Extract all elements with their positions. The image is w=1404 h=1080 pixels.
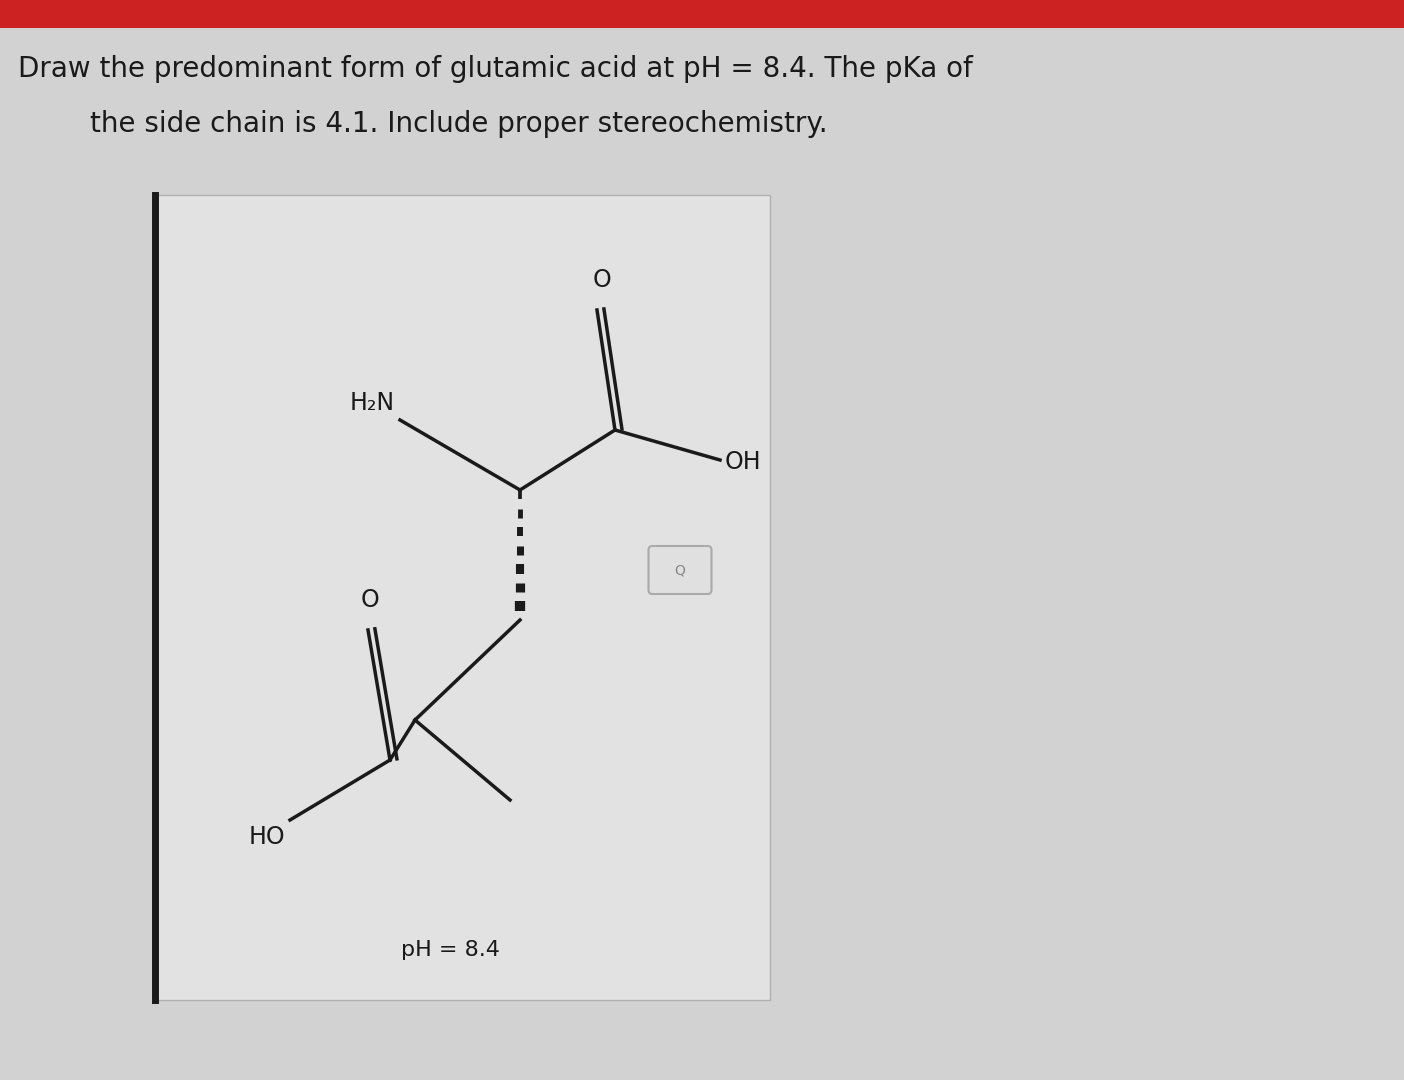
Text: O: O <box>592 268 611 292</box>
Text: pH = 8.4: pH = 8.4 <box>400 940 500 960</box>
Text: Q: Q <box>674 563 685 577</box>
Text: Draw the predominant form of glutamic acid at pH = 8.4. The pKa of: Draw the predominant form of glutamic ac… <box>18 55 973 83</box>
Bar <box>154 195 769 1000</box>
Text: H₂N: H₂N <box>350 391 395 415</box>
Text: O: O <box>361 588 379 612</box>
Text: HO: HO <box>249 825 285 849</box>
FancyBboxPatch shape <box>649 546 712 594</box>
Text: OH: OH <box>724 450 761 474</box>
Text: the side chain is 4.1. Include proper stereochemistry.: the side chain is 4.1. Include proper st… <box>90 110 827 138</box>
Bar <box>0 0 1404 28</box>
